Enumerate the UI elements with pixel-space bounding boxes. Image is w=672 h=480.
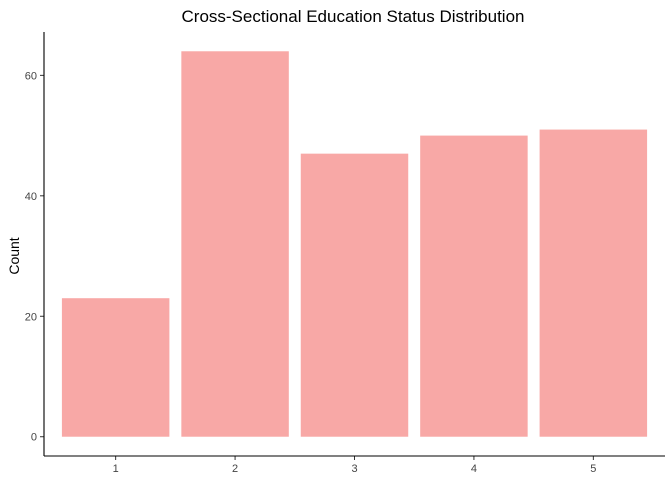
x-tick-label-2: 2 xyxy=(232,463,238,475)
bar-4 xyxy=(420,135,528,437)
x-tick-label-3: 3 xyxy=(351,463,357,475)
y-axis-label: Count xyxy=(6,237,22,274)
x-ticks-group: 1 2 3 4 5 xyxy=(113,456,596,475)
x-tick-label-4: 4 xyxy=(471,463,477,475)
y-ticks-group: 0 20 40 60 xyxy=(25,70,44,444)
bars-group xyxy=(61,51,648,437)
bar-5 xyxy=(539,129,648,437)
y-tick-label-0: 0 xyxy=(31,432,37,444)
bar-3 xyxy=(300,153,409,437)
x-tick-label-1: 1 xyxy=(113,463,119,475)
x-tick-label-5: 5 xyxy=(590,463,596,475)
chart-title: Cross-Sectional Education Status Distrib… xyxy=(182,7,525,26)
y-tick-label-60: 60 xyxy=(25,70,37,82)
y-tick-label-40: 40 xyxy=(25,191,37,203)
bar-1 xyxy=(61,298,170,437)
bar-2 xyxy=(181,51,289,437)
y-tick-label-20: 20 xyxy=(25,311,37,323)
